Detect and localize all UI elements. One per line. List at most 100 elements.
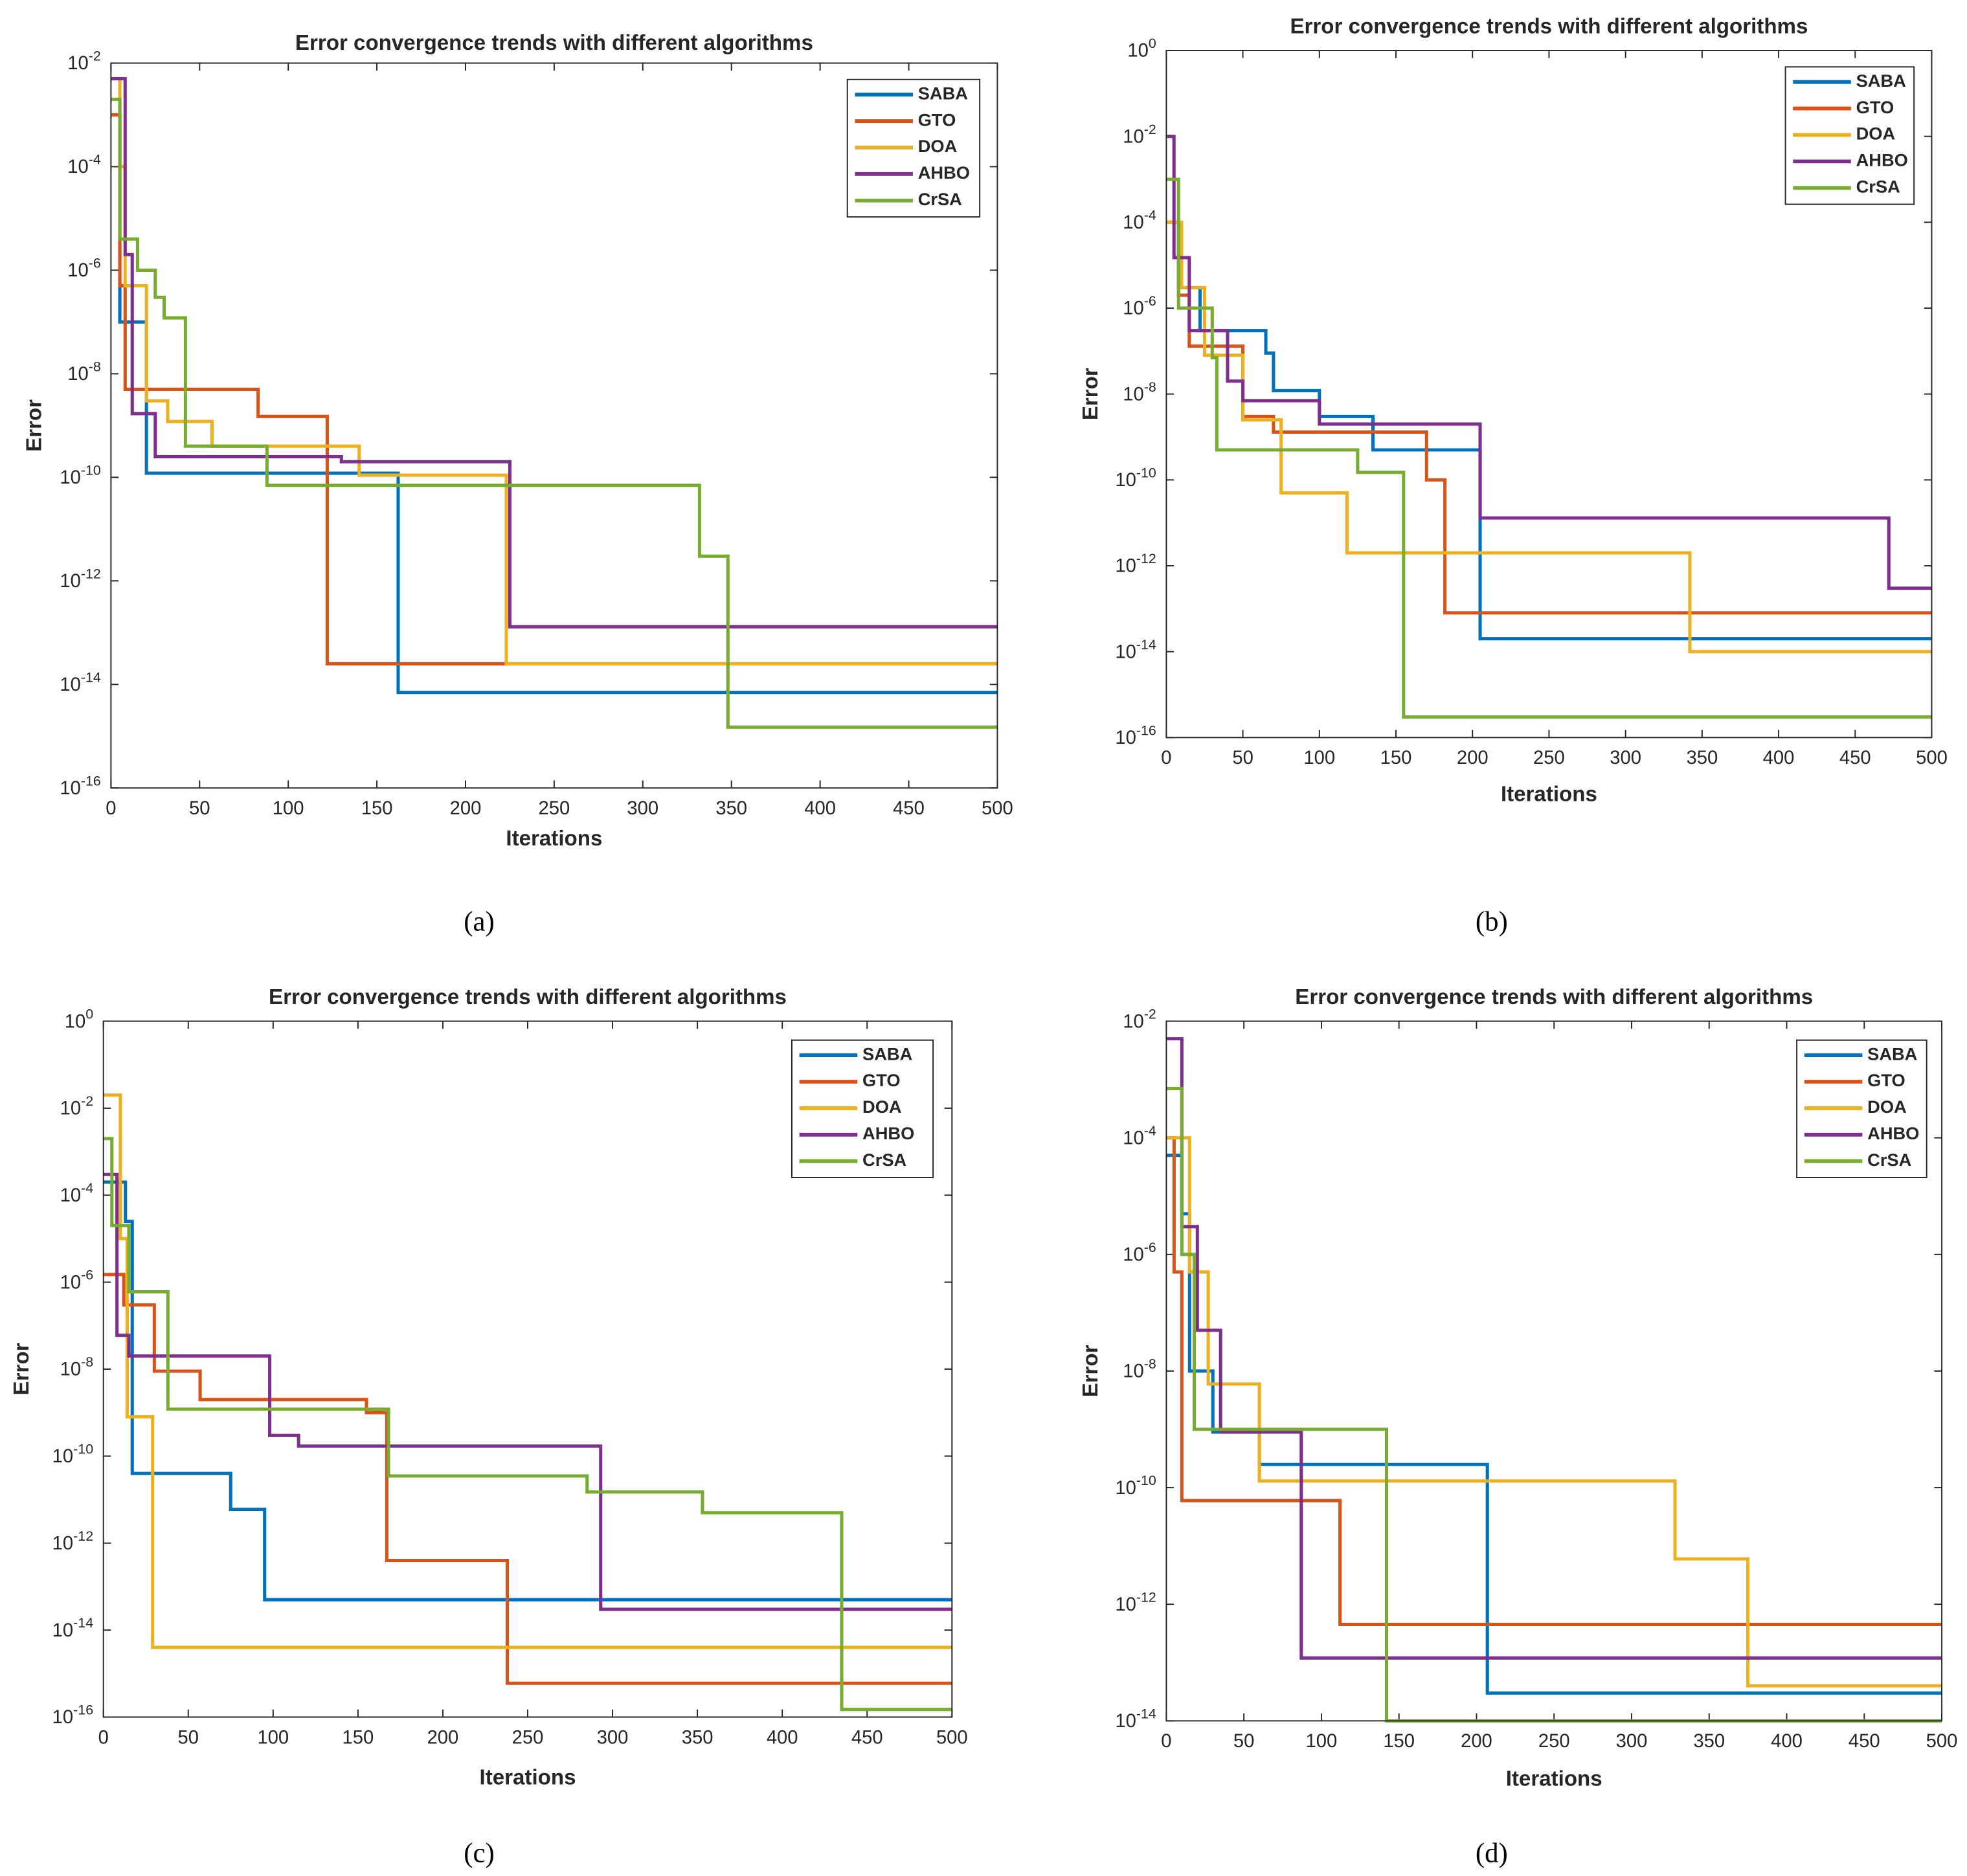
x-tick-label: 100 <box>257 1727 289 1748</box>
plot-lines <box>1166 135 1932 719</box>
x-tick-label: 200 <box>450 798 482 819</box>
x-tick-label: 450 <box>893 798 925 819</box>
y-tick-label: 10-8 <box>1123 379 1156 405</box>
y-axis-label: Error <box>22 399 46 452</box>
series-line <box>1166 135 1932 590</box>
series-line <box>1166 220 1932 615</box>
series-line <box>103 1172 952 1611</box>
x-tick-label: 400 <box>1763 748 1795 768</box>
x-tick-label: 200 <box>427 1727 459 1748</box>
y-tick-label: 10-8 <box>67 359 101 385</box>
y-tick-label: 10-6 <box>1123 293 1156 319</box>
legend-label: CrSA <box>918 189 962 209</box>
legend-label: GTO <box>862 1070 901 1090</box>
legend-label: SABA <box>1867 1044 1917 1064</box>
x-axis-label: Iterations <box>506 827 602 851</box>
y-tick-label: 10-12 <box>1115 1589 1156 1615</box>
x-axis-label: Iterations <box>1501 783 1597 807</box>
y-tick-label: 10-10 <box>60 462 101 488</box>
y-tick-label: 10-14 <box>1115 637 1156 663</box>
panel-caption: (d) <box>1476 1838 1508 1869</box>
y-tick-label: 10-2 <box>60 1093 94 1119</box>
x-tick-label: 250 <box>1533 748 1565 768</box>
legend-label: AHBO <box>1867 1123 1919 1143</box>
y-tick-label: 10-8 <box>60 1354 94 1380</box>
y-tick-label: 10-10 <box>52 1442 94 1468</box>
chart-title: Error convergence trends with different … <box>269 985 787 1009</box>
x-tick-label: 400 <box>1771 1731 1803 1752</box>
axes-box <box>1165 50 1933 739</box>
series-line <box>1166 1087 1942 1723</box>
y-tick-label: 10-16 <box>52 1703 93 1728</box>
panel-caption: (a) <box>464 906 495 937</box>
x-tick-label: 500 <box>936 1727 968 1748</box>
x-tick-label: 100 <box>273 798 304 819</box>
legend-label: DOA <box>918 136 958 156</box>
series-line <box>103 1273 952 1685</box>
x-tick-label: 50 <box>178 1727 199 1748</box>
y-tick-label: 10-14 <box>1115 1706 1156 1732</box>
x-tick-label: 300 <box>597 1727 629 1748</box>
x-tick-label: 350 <box>682 1727 714 1748</box>
series-line <box>1166 177 1932 719</box>
chart-panel: Error convergence trends with different … <box>22 31 1013 937</box>
y-tick-label: 10-14 <box>52 1615 94 1641</box>
chart-panel: Error convergence trends with different … <box>1079 985 1957 1868</box>
series-line <box>103 1180 952 1602</box>
legend-label: SABA <box>1856 71 1906 91</box>
legend-label: CrSA <box>1856 176 1900 196</box>
axes-box <box>110 62 998 789</box>
y-tick-label: 10-14 <box>60 669 101 695</box>
series-line <box>103 1137 952 1712</box>
plot-lines <box>111 77 998 729</box>
x-tick-label: 0 <box>1161 1731 1171 1752</box>
x-tick-label: 400 <box>804 798 836 819</box>
axes-box <box>102 1020 953 1718</box>
legend-label: DOA <box>1867 1097 1907 1117</box>
chart-title: Error convergence trends with different … <box>1290 15 1808 39</box>
x-tick-label: 300 <box>1610 748 1641 768</box>
x-tick-label: 400 <box>767 1727 798 1748</box>
chart-title: Error convergence trends with different … <box>1295 985 1813 1009</box>
x-tick-label: 200 <box>1461 1731 1492 1752</box>
y-tick-label: 10-8 <box>1123 1356 1156 1382</box>
legend-label: SABA <box>918 83 968 103</box>
series-line <box>111 77 998 665</box>
x-tick-label: 150 <box>1380 748 1412 768</box>
panel-caption: (c) <box>464 1838 495 1869</box>
x-tick-label: 300 <box>1616 1731 1648 1752</box>
legend-label: CrSA <box>862 1150 906 1170</box>
y-tick-label: 10-16 <box>60 773 100 799</box>
axes-box <box>1165 1020 1943 1722</box>
series-line <box>1166 1136 1942 1626</box>
series-line <box>111 97 998 729</box>
x-tick-label: 450 <box>851 1727 883 1748</box>
x-axis-label: Iterations <box>480 1766 576 1790</box>
chart-panel: Error convergence trends with different … <box>10 985 968 1868</box>
x-tick-label: 50 <box>189 798 210 819</box>
x-tick-label: 500 <box>1916 748 1948 768</box>
x-tick-label: 350 <box>1693 1731 1725 1752</box>
legend-label: SABA <box>862 1044 912 1064</box>
x-tick-label: 450 <box>1849 1731 1880 1752</box>
y-tick-label: 100 <box>1127 36 1156 61</box>
legend-label: AHBO <box>862 1123 914 1143</box>
x-tick-label: 250 <box>512 1727 544 1748</box>
x-tick-label: 200 <box>1457 748 1489 768</box>
series-line <box>111 77 998 629</box>
x-tick-label: 0 <box>106 798 116 819</box>
x-tick-label: 250 <box>1538 1731 1570 1752</box>
x-tick-label: 250 <box>539 798 570 819</box>
y-tick-label: 10-10 <box>1115 1473 1156 1499</box>
x-tick-label: 150 <box>343 1727 374 1748</box>
y-tick-label: 10-10 <box>1115 465 1156 491</box>
y-axis-label: Error <box>1079 368 1103 420</box>
y-tick-label: 10-2 <box>1123 1007 1156 1033</box>
y-tick-label: 10-12 <box>60 566 100 592</box>
x-tick-label: 100 <box>1306 1731 1338 1752</box>
series-line <box>1166 220 1932 654</box>
legend-label: AHBO <box>918 162 970 183</box>
y-tick-label: 10-4 <box>1123 207 1156 233</box>
chart-title: Error convergence trends with different … <box>295 31 813 55</box>
y-tick-label: 10-6 <box>60 1267 94 1293</box>
